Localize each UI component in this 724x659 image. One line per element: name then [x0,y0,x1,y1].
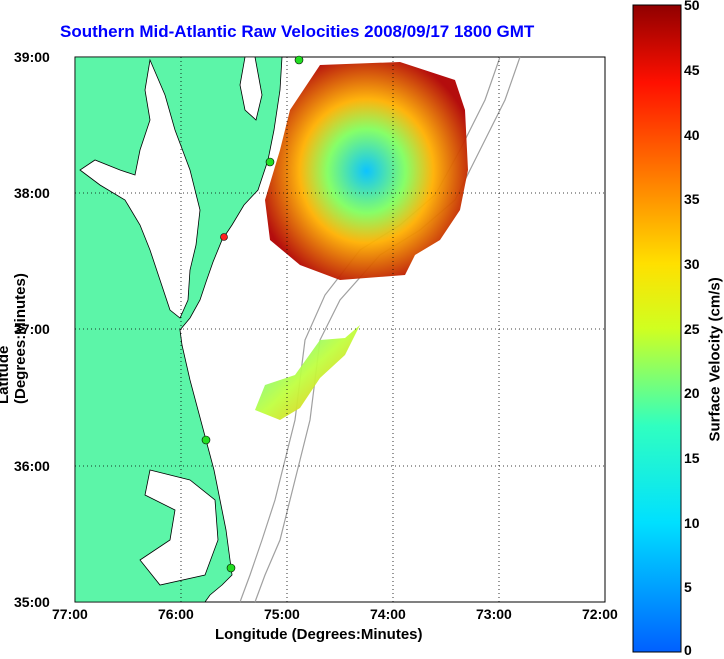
colorbar-tick: 35 [684,191,700,207]
y-tick: 38:00 [14,185,50,201]
site-marker [265,157,275,167]
velocity-field-north [265,62,468,280]
site-marker [201,435,211,445]
colorbar-tick: 30 [684,256,700,272]
delaware-bay [239,56,263,121]
colorbar-label: Surface Velocity (cm/s) [706,277,724,442]
colorbar-tick: 40 [684,127,700,143]
chesapeake-bay [79,58,201,319]
pamlico-sound [139,469,219,586]
site-marker [294,55,304,65]
colorbar-tick: 25 [684,321,700,337]
x-tick: 75:00 [264,606,300,622]
colorbar-tick: 20 [684,385,700,401]
y-tick: 37:00 [14,321,50,337]
grid [75,57,605,602]
y-tick: 36:00 [14,458,50,474]
x-tick: 72:00 [582,606,618,622]
colorbar-tick: 15 [684,450,700,466]
x-tick: 73:00 [476,606,512,622]
x-tick: 76:00 [158,606,194,622]
colorbar-tick: 45 [684,62,700,78]
map-title: Southern Mid-Atlantic Raw Velocities 200… [60,22,535,41]
x-tick: 77:00 [52,606,88,622]
site-marker [220,233,228,241]
velocity-field-south [255,325,360,420]
colorbar-tick: 50 [684,0,700,13]
y-tick: 35:00 [14,594,50,610]
y-tick: 39:00 [14,49,50,65]
colorbar [632,4,682,653]
y-axis-label: Latitude (Degrees:Minutes) [0,273,29,404]
colorbar-tick: 5 [684,579,692,595]
colorbar-tick: 10 [684,515,700,531]
x-tick: 74:00 [370,606,406,622]
site-marker [226,563,236,573]
x-axis-label: Longitude (Degrees:Minutes) [215,626,423,643]
colorbar-tick: 0 [684,642,692,658]
